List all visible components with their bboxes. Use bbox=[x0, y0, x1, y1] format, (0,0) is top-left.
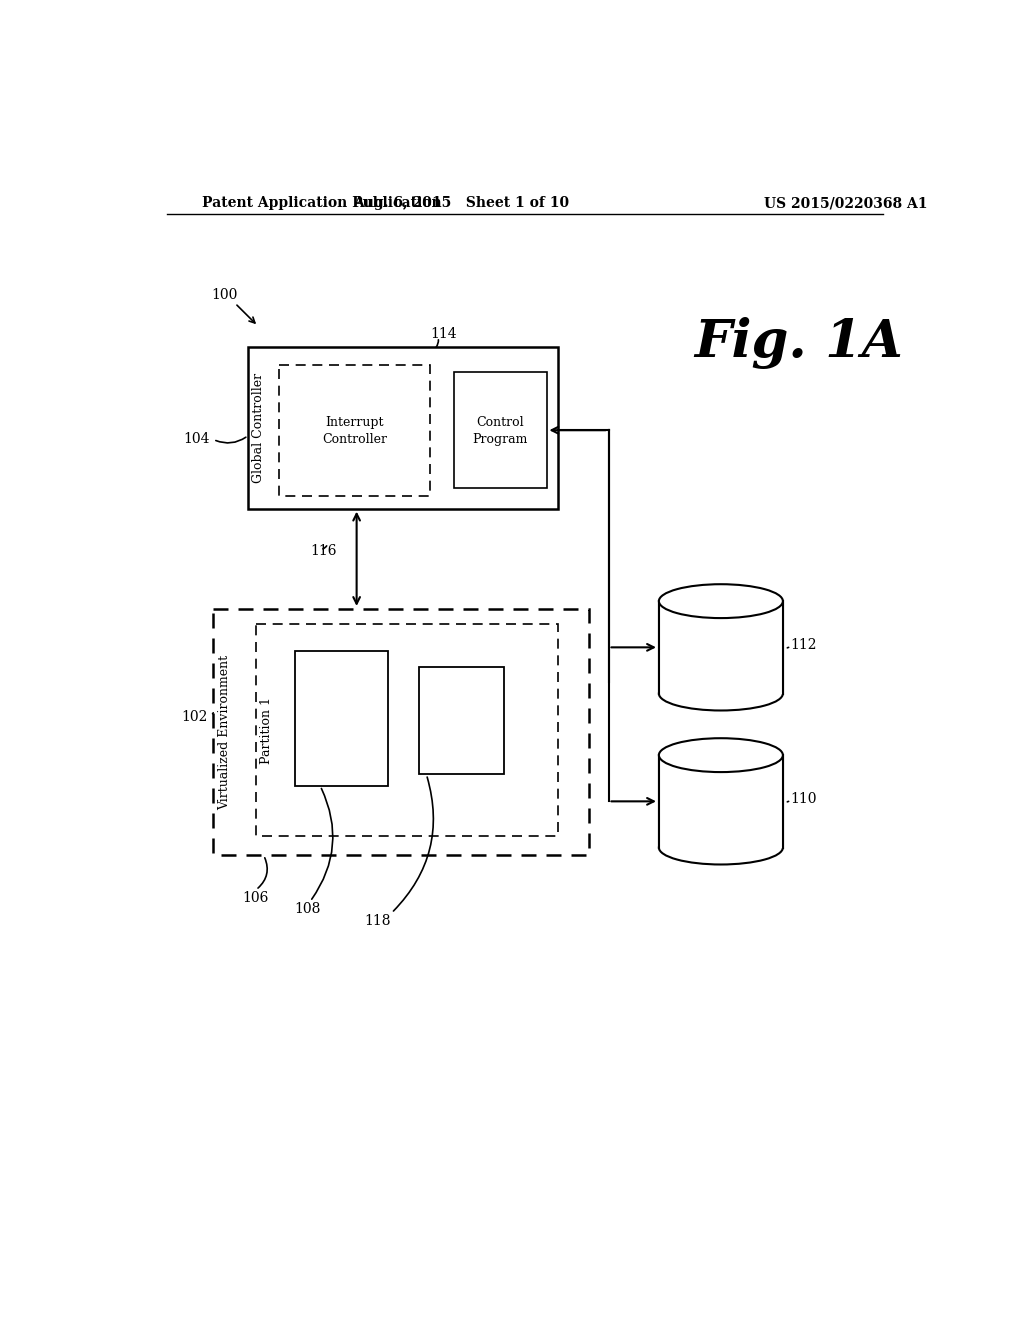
Text: 106: 106 bbox=[243, 891, 269, 904]
Text: 110: 110 bbox=[791, 792, 817, 807]
Bar bbox=[658, 755, 783, 847]
Text: Settings Data Store: Settings Data Store bbox=[716, 591, 726, 702]
Text: Program: Program bbox=[472, 433, 527, 446]
Bar bbox=[454, 372, 547, 488]
Bar bbox=[658, 755, 783, 847]
Bar bbox=[280, 364, 430, 496]
Text: 100: 100 bbox=[212, 289, 238, 302]
Bar bbox=[248, 347, 558, 508]
Bar bbox=[295, 651, 388, 785]
Text: 114: 114 bbox=[430, 327, 457, 341]
Text: Aug. 6, 2015   Sheet 1 of 10: Aug. 6, 2015 Sheet 1 of 10 bbox=[353, 197, 569, 210]
Text: State Data Data Store: State Data Data Store bbox=[716, 739, 726, 863]
Bar bbox=[658, 601, 783, 693]
Text: Partition 1: Partition 1 bbox=[260, 697, 273, 764]
Ellipse shape bbox=[658, 830, 783, 865]
Ellipse shape bbox=[658, 585, 783, 618]
Text: Fig. 1A: Fig. 1A bbox=[693, 317, 902, 370]
Text: Global Controller: Global Controller bbox=[253, 372, 265, 483]
Text: 102: 102 bbox=[181, 710, 208, 723]
Bar bbox=[256, 624, 558, 836]
Text: 116: 116 bbox=[310, 544, 337, 558]
Text: 104: 104 bbox=[183, 433, 209, 446]
Bar bbox=[213, 609, 589, 855]
Bar bbox=[658, 601, 783, 693]
Ellipse shape bbox=[658, 738, 783, 772]
Text: Interrupt: Interrupt bbox=[326, 416, 384, 429]
Text: 118: 118 bbox=[365, 913, 391, 928]
Ellipse shape bbox=[658, 677, 783, 710]
Text: US 2015/0220368 A1: US 2015/0220368 A1 bbox=[764, 197, 927, 210]
Text: Controller: Controller bbox=[323, 433, 387, 446]
Text: Control: Control bbox=[476, 416, 524, 429]
Text: Patent Application Publication: Patent Application Publication bbox=[202, 197, 441, 210]
Text: 112: 112 bbox=[791, 638, 817, 652]
Text: Virtualized Environment: Virtualized Environment bbox=[218, 655, 231, 809]
Text: Application: Application bbox=[305, 711, 377, 725]
Text: 108: 108 bbox=[295, 902, 321, 916]
Bar bbox=[419, 667, 504, 775]
Text: Data: Data bbox=[446, 714, 476, 727]
